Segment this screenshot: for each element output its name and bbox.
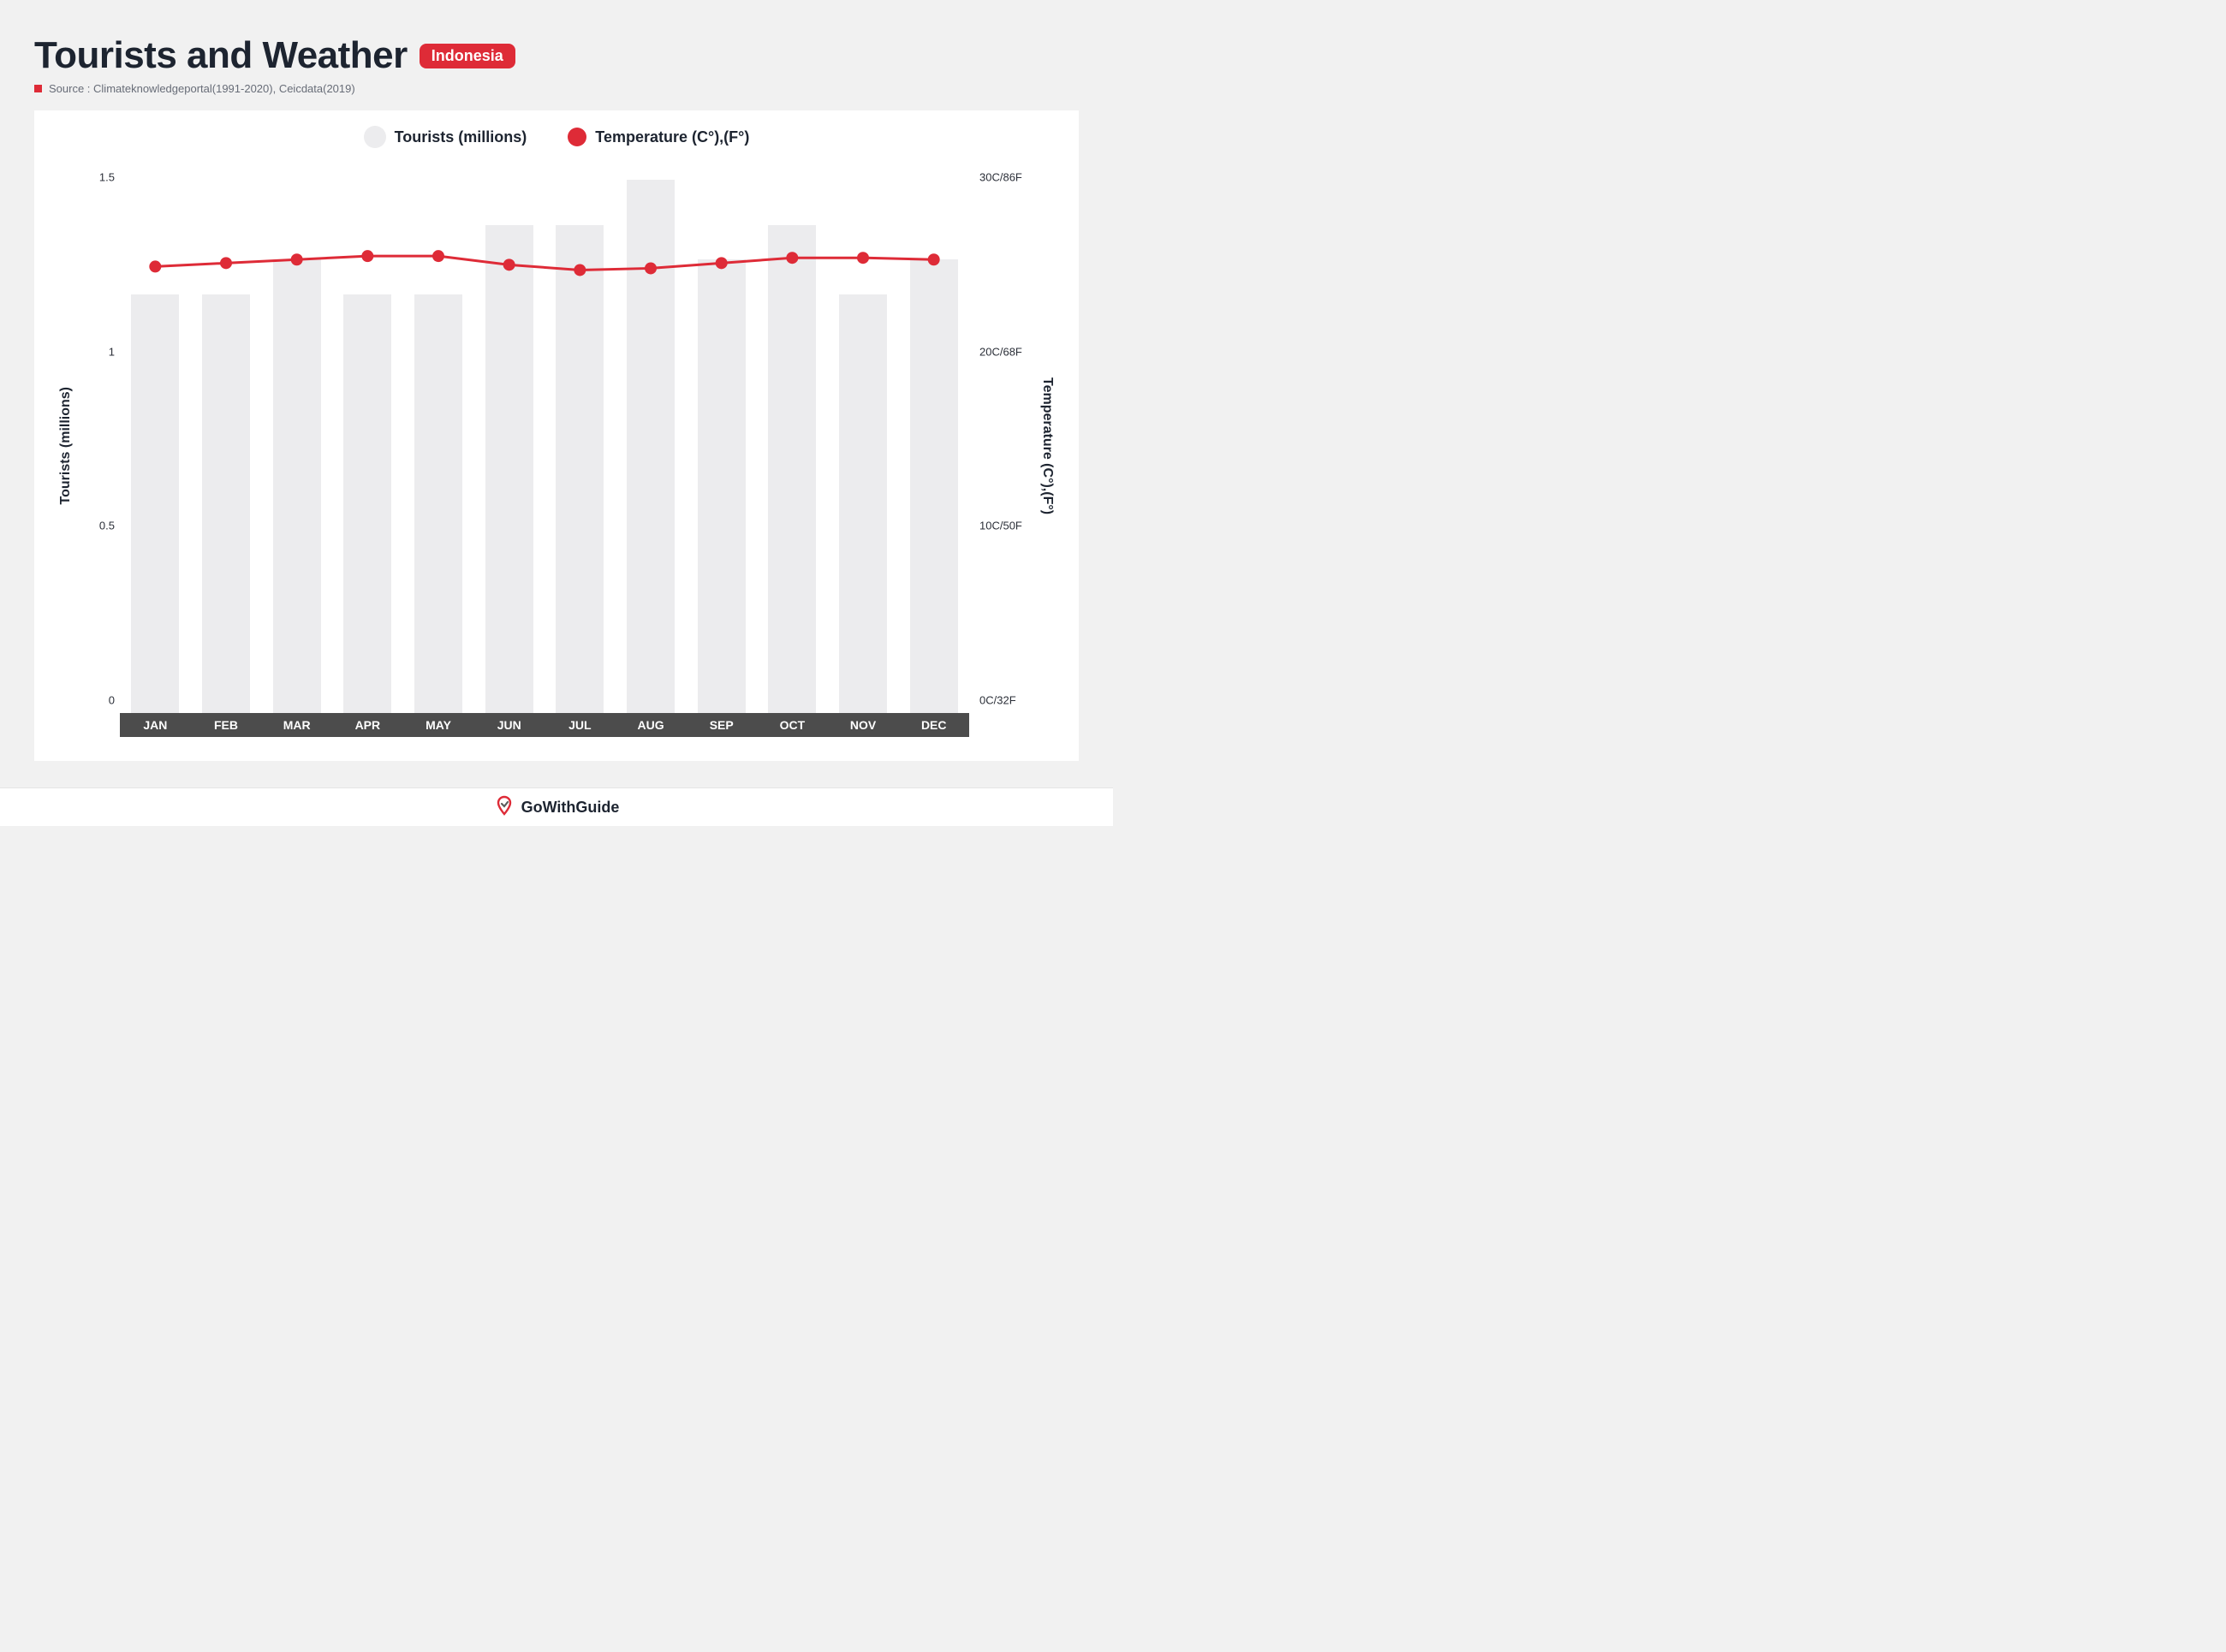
x-axis-label: AUG: [616, 713, 687, 737]
y-left-tick: 1: [79, 345, 115, 358]
temperature-marker: [432, 250, 444, 262]
temperature-marker: [645, 262, 657, 274]
legend-bars-label: Tourists (millions): [395, 128, 527, 146]
y-left-tick: 1.5: [79, 170, 115, 183]
x-axis-label: MAR: [261, 713, 332, 737]
x-axis-band: JANFEBMARAPRMAYJUNJULAUGSEPOCTNOVDEC: [120, 713, 969, 737]
chart-card: Tourists (millions) Temperature (C°),(F°…: [34, 110, 1079, 761]
line-layer: [120, 155, 969, 713]
legend-line-label: Temperature (C°),(F°): [595, 128, 749, 146]
y-left-axis-title: Tourists (millions): [58, 387, 74, 504]
x-axis-label: APR: [332, 713, 403, 737]
legend-item-tourists: Tourists (millions): [364, 126, 527, 148]
chart-area: Tourists (millions) 0 0.5 1 1.5 JANFEBMARAP…: [58, 155, 1055, 737]
x-axis-label: JAN: [120, 713, 191, 737]
temperature-marker: [361, 250, 373, 262]
header: Tourists and Weather Indonesia Source : …: [34, 34, 1079, 95]
temperature-marker: [220, 257, 232, 269]
x-axis-label: JUN: [473, 713, 545, 737]
y-right-tick: 30C/86F: [974, 170, 1034, 183]
temperature-marker: [149, 260, 161, 272]
source-bullet-icon: [34, 85, 42, 92]
x-axis-label: MAY: [403, 713, 474, 737]
temperature-marker: [574, 264, 586, 276]
x-axis-label: DEC: [898, 713, 969, 737]
legend-dot-icon: [568, 128, 586, 146]
temperature-marker: [716, 257, 728, 269]
page-title: Tourists and Weather: [34, 34, 408, 77]
x-axis-label: OCT: [757, 713, 828, 737]
y-right-tick: 0C/32F: [974, 694, 1034, 707]
title-row: Tourists and Weather Indonesia: [34, 34, 1079, 77]
y-right-tick: 20C/68F: [974, 345, 1034, 358]
y-right-tick: 10C/50F: [974, 520, 1034, 532]
temperature-marker: [503, 258, 515, 270]
y-left-ticks: 0 0.5 1 1.5: [79, 155, 115, 737]
temperature-marker: [786, 252, 798, 264]
legend-bar-icon: [364, 126, 386, 148]
temperature-marker: [928, 253, 940, 265]
source-text: Source : Climateknowledgeportal(1991-202…: [49, 82, 355, 95]
y-right-ticks: 0C/32F 10C/50F 20C/68F 30C/86F: [974, 155, 1034, 737]
x-axis-label: FEB: [191, 713, 262, 737]
temperature-marker: [857, 252, 869, 264]
x-axis-label: NOV: [828, 713, 899, 737]
y-left-tick: 0.5: [79, 520, 115, 532]
y-left-tick: 0: [79, 694, 115, 707]
brand-logo-icon: [494, 795, 515, 820]
x-axis-label: SEP: [686, 713, 757, 737]
footer: GoWithGuide: [0, 787, 1113, 826]
temperature-marker: [291, 253, 303, 265]
x-axis-label: JUL: [545, 713, 616, 737]
source-row: Source : Climateknowledgeportal(1991-202…: [34, 82, 1079, 95]
chart-plot: JANFEBMARAPRMAYJUNJULAUGSEPOCTNOVDEC: [120, 155, 969, 737]
chart-legend: Tourists (millions) Temperature (C°),(F°…: [58, 126, 1055, 148]
y-right-axis-title: Temperature (C°),(F°): [1039, 377, 1055, 514]
brand-name: GoWithGuide: [521, 799, 620, 817]
temperature-line: [155, 256, 933, 270]
country-badge: Indonesia: [420, 44, 515, 68]
legend-item-temperature: Temperature (C°),(F°): [568, 126, 749, 148]
page: Tourists and Weather Indonesia Source : …: [0, 0, 1113, 787]
